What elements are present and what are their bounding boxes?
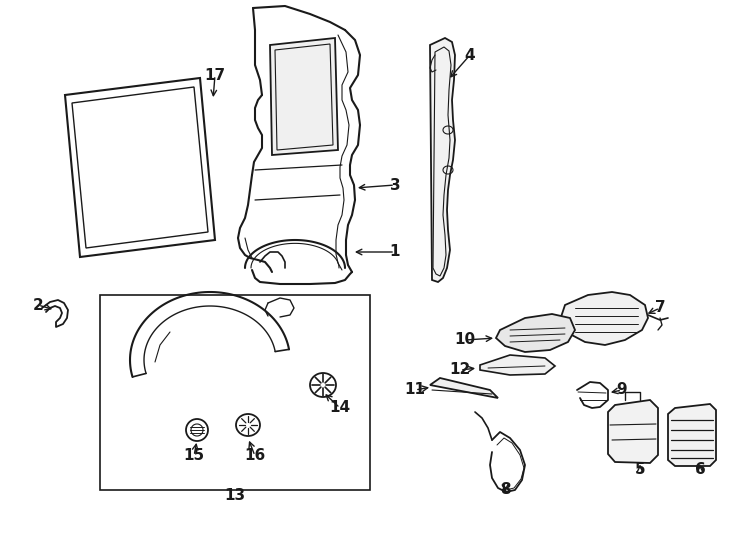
Polygon shape (668, 404, 716, 466)
Text: 12: 12 (449, 362, 470, 377)
Text: 13: 13 (225, 488, 246, 503)
Text: 15: 15 (184, 449, 205, 463)
Polygon shape (608, 400, 658, 463)
Polygon shape (270, 38, 338, 155)
Text: 10: 10 (454, 333, 476, 348)
Text: 5: 5 (635, 462, 645, 477)
Text: 9: 9 (617, 382, 628, 397)
Polygon shape (496, 314, 575, 352)
Text: 14: 14 (330, 401, 351, 415)
Polygon shape (560, 292, 648, 345)
Polygon shape (430, 378, 498, 398)
Text: 11: 11 (404, 382, 426, 397)
Text: 16: 16 (244, 449, 266, 463)
Text: 8: 8 (500, 483, 510, 497)
Polygon shape (480, 355, 555, 375)
Text: 3: 3 (390, 178, 400, 192)
Polygon shape (430, 38, 455, 282)
Text: 7: 7 (655, 300, 665, 315)
Text: 1: 1 (390, 245, 400, 260)
Text: 4: 4 (465, 48, 476, 63)
Text: 2: 2 (32, 298, 43, 313)
Text: 17: 17 (205, 68, 225, 83)
Text: 6: 6 (694, 462, 705, 477)
